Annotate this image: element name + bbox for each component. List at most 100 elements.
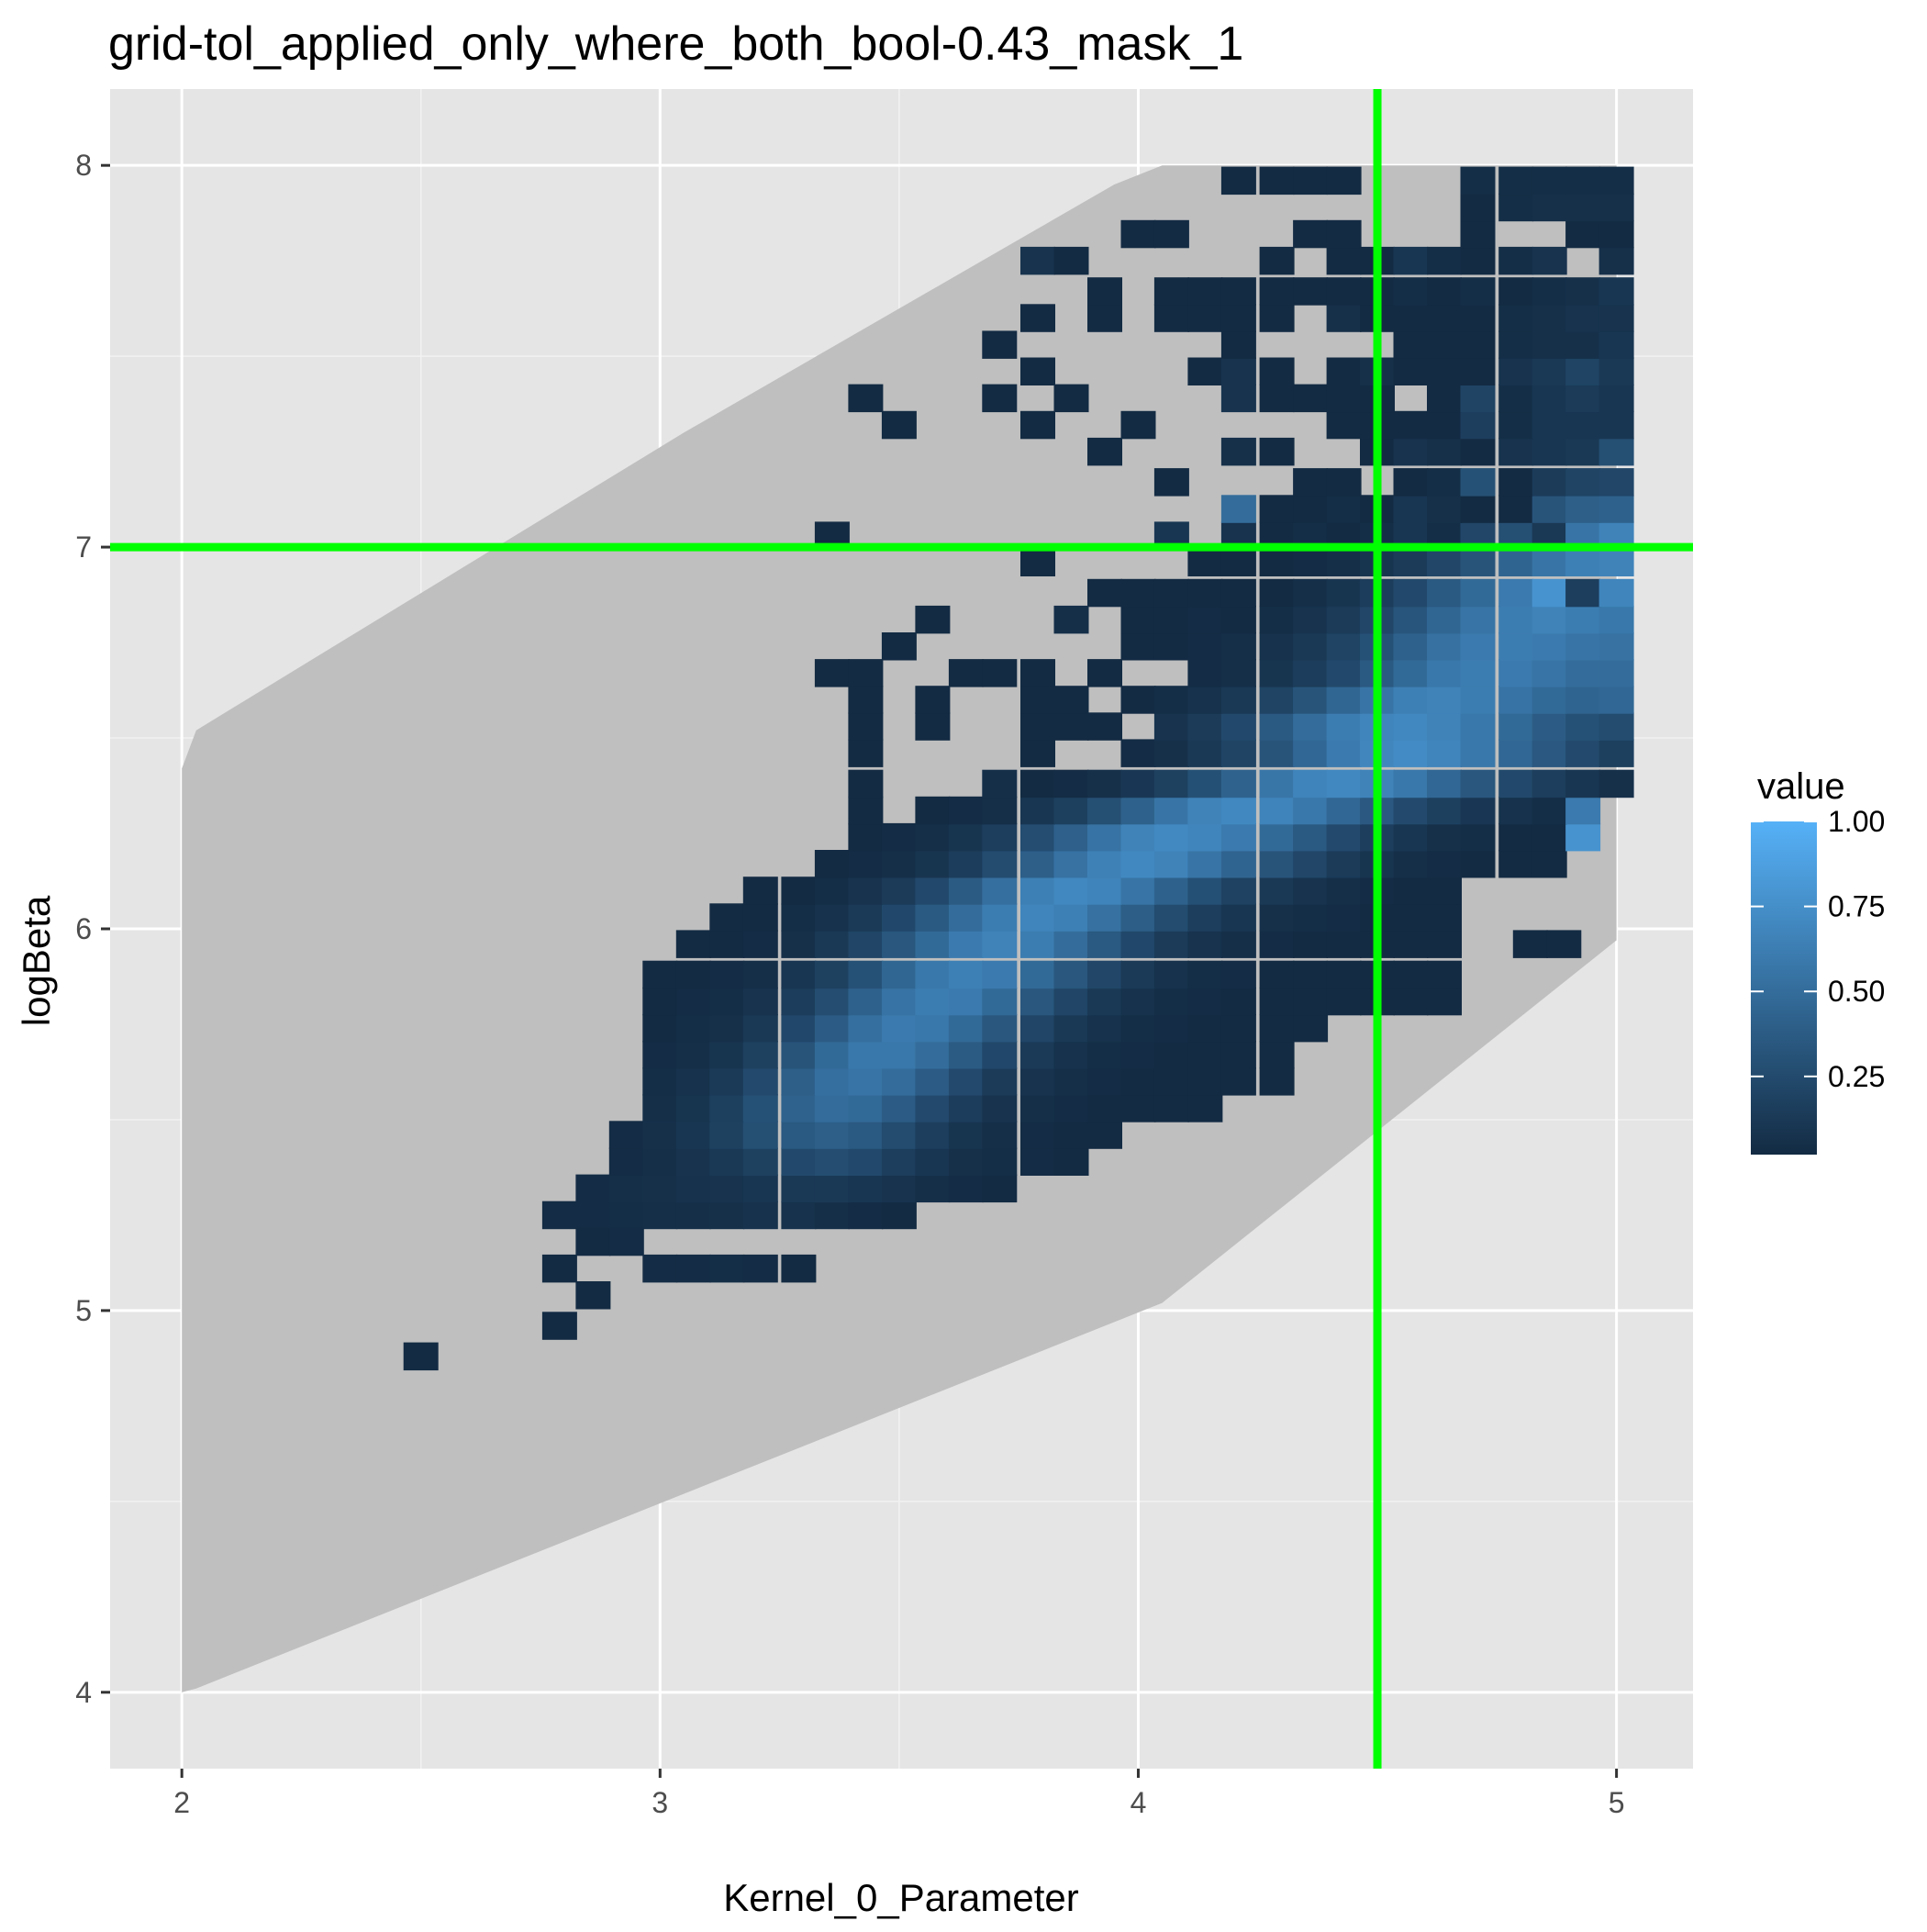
- heatmap-tile: [1326, 384, 1362, 413]
- heatmap-tile: [608, 1201, 644, 1230]
- heatmap-tile: [675, 1201, 711, 1230]
- heatmap-tile: [1293, 605, 1329, 634]
- heatmap-tile: [1087, 277, 1122, 306]
- heatmap-tile: [1053, 796, 1089, 825]
- heatmap-tile: [1460, 605, 1496, 634]
- heatmap-tile: [1460, 850, 1496, 878]
- heatmap-tile: [1427, 632, 1462, 661]
- heatmap-tile: [1187, 686, 1223, 714]
- heatmap-tile: [848, 987, 884, 1016]
- heatmap-tile: [881, 1174, 917, 1203]
- heatmap-tile: [1220, 903, 1256, 932]
- heatmap-tile: [1532, 659, 1567, 687]
- heatmap-tile: [1532, 304, 1567, 332]
- heatmap-tile: [1427, 304, 1462, 332]
- heatmap-tile: [1598, 357, 1634, 385]
- heatmap-tile: [848, 1067, 884, 1096]
- heatmap-tile: [781, 1094, 817, 1122]
- x-tick-label: 4: [1131, 1786, 1147, 1819]
- heatmap-tile: [1259, 877, 1295, 905]
- heatmap-tile: [1326, 850, 1362, 878]
- heatmap-tile: [1598, 468, 1634, 497]
- heatmap-tile: [1498, 769, 1534, 798]
- heatmap-tile: [1120, 987, 1156, 1016]
- heatmap-tile: [982, 1041, 1018, 1069]
- heatmap-tile: [1598, 410, 1634, 440]
- heatmap-tile: [675, 1254, 711, 1283]
- heatmap-tile: [982, 1013, 1018, 1043]
- heatmap-tile: [541, 1312, 577, 1340]
- heatmap-tile: [1393, 686, 1429, 714]
- axes: 2 3 4 5 4 5 6 7 8: [75, 149, 1624, 1819]
- heatmap-tile: [1498, 578, 1534, 608]
- heatmap-tile: [742, 1013, 778, 1043]
- heatmap-tile: [848, 877, 884, 905]
- heatmap-tile: [814, 1147, 850, 1176]
- heatmap-tile: [1153, 1094, 1189, 1122]
- heatmap-tile: [1393, 304, 1429, 332]
- heatmap-tile: [948, 1013, 984, 1043]
- heatmap-tile: [1053, 384, 1089, 413]
- heatmap-tile: [1053, 960, 1089, 989]
- heatmap-tile: [948, 930, 984, 958]
- heatmap-tile: [1220, 277, 1256, 306]
- heatmap-tile: [1259, 277, 1295, 306]
- heatmap-tile: [1120, 1041, 1156, 1069]
- heatmap-tile: [1153, 712, 1189, 741]
- heatmap-tile: [814, 1013, 850, 1043]
- heatmap-tile: [915, 822, 951, 852]
- heatmap-tile: [915, 712, 951, 741]
- heatmap-tile: [1565, 769, 1601, 798]
- heatmap-tile: [1220, 1067, 1256, 1096]
- heatmap-tile: [1427, 712, 1462, 741]
- heatmap-tile: [742, 930, 778, 958]
- heatmap-tile: [1498, 712, 1534, 741]
- heatmap-tile: [1393, 578, 1429, 608]
- heatmap-tile: [781, 1067, 817, 1096]
- heatmap-tile: [1020, 1121, 1055, 1149]
- heatmap-tile: [1053, 769, 1089, 798]
- heatmap-tile: [881, 1067, 917, 1096]
- heatmap-tile: [1532, 277, 1567, 306]
- heatmap-tile: [1498, 166, 1534, 195]
- heatmap-tile: [675, 960, 711, 989]
- heatmap-tile: [1020, 357, 1055, 385]
- heatmap-tile: [1565, 605, 1601, 634]
- heatmap-tile: [1120, 686, 1156, 714]
- heatmap-tile: [1259, 437, 1295, 466]
- chart-title: grid-tol_applied_only_where_both_bool-0.…: [108, 17, 1244, 71]
- heatmap-tile: [1020, 1041, 1055, 1069]
- heatmap-tile: [1498, 548, 1534, 576]
- heatmap-tile: [1053, 686, 1089, 714]
- heatmap-tile: [1153, 960, 1189, 989]
- heatmap-tile: [1153, 796, 1189, 825]
- heatmap-tile: [1427, 330, 1462, 359]
- heatmap-tile: [1220, 659, 1256, 687]
- heatmap-tile: [881, 1201, 917, 1230]
- heatmap-tile: [1532, 384, 1567, 413]
- heatmap-tile: [1512, 930, 1548, 958]
- heatmap-tile: [1187, 877, 1223, 905]
- heatmap-tile: [742, 1201, 778, 1230]
- heatmap-tile: [1020, 1094, 1055, 1122]
- heatmap-tile: [982, 822, 1018, 852]
- heatmap-tile: [1565, 712, 1601, 741]
- heatmap-tile: [1153, 739, 1189, 767]
- heatmap-tile: [709, 1121, 745, 1149]
- heatmap-tile: [881, 1147, 917, 1176]
- heatmap-tile: [709, 1174, 745, 1203]
- heatmap-tile: [1120, 877, 1156, 905]
- heatmap-tile: [881, 1121, 917, 1149]
- heatmap-tile: [1427, 384, 1462, 413]
- heatmap-tile: [1427, 357, 1462, 385]
- heatmap-tile: [848, 1201, 884, 1230]
- heatmap-tile: [781, 987, 817, 1016]
- heatmap-tile: [1565, 632, 1601, 661]
- heatmap-tile: [1187, 903, 1223, 932]
- heatmap-tile: [982, 796, 1018, 825]
- heatmap-tile: [709, 1147, 745, 1176]
- heatmap-tile: [1427, 769, 1462, 798]
- heatmap-tile: [1187, 632, 1223, 661]
- heatmap-tile: [1153, 877, 1189, 905]
- heatmap-tile: [1153, 1067, 1189, 1096]
